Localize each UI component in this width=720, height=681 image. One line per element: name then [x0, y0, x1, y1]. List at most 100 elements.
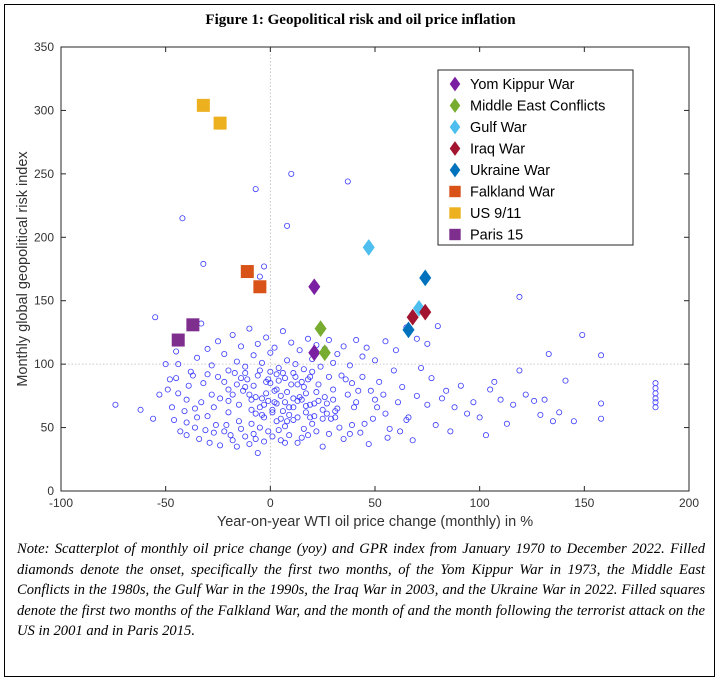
scatter-point [340, 435, 347, 442]
scatter-point [315, 381, 322, 388]
scatter-point [338, 372, 345, 379]
scatter-point [261, 414, 268, 421]
legend-item-label: US 9/11 [470, 206, 521, 222]
scatter-point [263, 334, 270, 341]
scatter-point [300, 383, 307, 390]
scatter-point [288, 381, 295, 388]
scatter-point [336, 424, 343, 431]
scatter-point [330, 396, 337, 403]
scatter-point [196, 435, 203, 442]
scatter-point [221, 428, 228, 435]
scatter-point [221, 350, 228, 357]
scatter-point [323, 400, 330, 407]
scatter-point [319, 406, 326, 413]
scatter-point [256, 424, 263, 431]
scatter-point [348, 422, 355, 429]
scatter-point [265, 397, 272, 404]
scatter-point [258, 359, 265, 366]
scatter-point [246, 391, 253, 398]
scatter-point [214, 373, 221, 380]
scatter-point [204, 345, 211, 352]
scatter-point [382, 338, 389, 345]
scatter-point [252, 410, 259, 417]
scatter-point [413, 335, 420, 342]
legend-box [437, 69, 634, 246]
scatter-point [217, 395, 224, 402]
scatter-point [248, 420, 255, 427]
scatter-point [325, 373, 332, 380]
scatter-point [288, 339, 295, 346]
scatter-point [281, 423, 288, 430]
scatter-point [263, 378, 270, 385]
scatter-point [355, 387, 362, 394]
scatter-point [367, 387, 374, 394]
scatter-point [175, 361, 182, 368]
scatter-point [166, 376, 173, 383]
scatter-point [179, 215, 186, 222]
scatter-point [256, 367, 263, 374]
scatter-point [541, 396, 548, 403]
scatter-point [233, 443, 240, 450]
scatter-point [238, 375, 245, 382]
scatter-point [579, 331, 586, 338]
scatter-point [202, 427, 209, 434]
scatter-point [292, 373, 299, 380]
scatter-point [470, 399, 477, 406]
scatter-point [353, 337, 360, 344]
y-axis-label: Monthly global geopolitical risk index [15, 151, 31, 387]
scatter-point [348, 380, 355, 387]
scatter-point [409, 437, 416, 444]
scatter-point [277, 392, 284, 399]
scatter-point [365, 441, 372, 448]
scatter-point [173, 375, 180, 382]
scatter-point [284, 418, 291, 425]
scatter-point [191, 424, 198, 431]
scatter-point [210, 404, 217, 411]
scatter-point [305, 376, 312, 383]
scatter-point [281, 399, 288, 406]
scatter-point [250, 382, 257, 389]
scatter-point [300, 425, 307, 432]
scatter-point [302, 403, 309, 410]
scatter-point [204, 413, 211, 420]
scatter-point [390, 367, 397, 374]
scatter-point [309, 420, 316, 427]
scatter-point [313, 428, 320, 435]
scatter-point [244, 376, 251, 383]
scatter-point [229, 331, 236, 338]
y-tick-label: 250 [34, 167, 54, 181]
scatter-point [229, 437, 236, 444]
scatter-point [395, 399, 402, 406]
scatter-point [250, 430, 257, 437]
x-axis-ticks: -100 -50 0 50 100 150 200 [49, 47, 699, 510]
legend-square-icon [449, 228, 461, 241]
scatter-point [286, 411, 293, 418]
scatter-point [317, 363, 324, 370]
legend-item-label: Middle East Conflicts [470, 99, 605, 115]
scatter-point [330, 386, 337, 393]
scatter-point [302, 390, 309, 397]
scatter-point [325, 337, 332, 344]
scatter-point [269, 433, 276, 440]
diamond-point [318, 344, 331, 362]
scatter-point [271, 387, 278, 394]
scatter-point [248, 396, 255, 403]
scatter-point [487, 386, 494, 393]
scatter-point [549, 418, 556, 425]
diamond-point [419, 303, 432, 321]
scatter-point [206, 439, 213, 446]
legend-diamond-icon [449, 119, 461, 135]
scatter-point [562, 377, 569, 384]
x-tick-label: 0 [267, 496, 274, 510]
scatter-point [269, 409, 276, 416]
scatter-point [516, 293, 523, 300]
scatter-point [510, 401, 517, 408]
x-tick-label: 200 [679, 496, 699, 510]
y-axis-ticks: 0 50 100 150 200 250 300 350 [34, 40, 689, 498]
scatter-point [311, 413, 318, 420]
background-points [112, 170, 659, 456]
scatter-point [363, 344, 370, 351]
scatter-point [386, 425, 393, 432]
scatter-point [214, 338, 221, 345]
diamond-point [308, 344, 321, 362]
